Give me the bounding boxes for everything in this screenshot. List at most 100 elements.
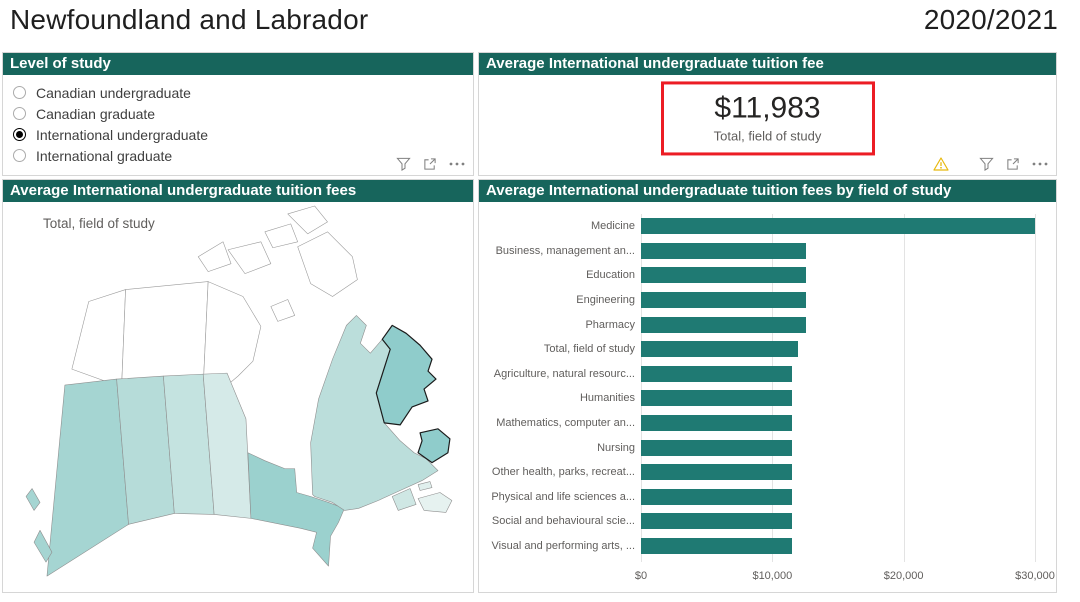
bar-track xyxy=(641,242,1035,259)
chart-row: Total, field of study xyxy=(485,337,1035,362)
bar-track xyxy=(641,513,1035,530)
category-label: Visual and performing arts, ... xyxy=(491,540,635,553)
category-label: Total, field of study xyxy=(543,343,635,356)
bar[interactable] xyxy=(641,464,792,481)
map-region-british-columbia[interactable] xyxy=(46,378,129,577)
map-region-pei[interactable] xyxy=(417,481,433,491)
bar[interactable] xyxy=(641,415,792,432)
focus-mode-icon[interactable] xyxy=(423,157,437,171)
radio-unselected-icon[interactable] xyxy=(13,86,26,99)
category-label: Social and behavioural scie... xyxy=(491,515,635,528)
chart-x-axis: $0 $10,000 $20,000 $30,000 xyxy=(635,570,1055,586)
visual-toolbar xyxy=(933,157,1048,171)
bar[interactable] xyxy=(641,218,1035,235)
page-title: Newfoundland and Labrador xyxy=(10,4,369,35)
bar-track xyxy=(641,464,1035,481)
filter-icon[interactable] xyxy=(979,157,994,171)
bar[interactable] xyxy=(641,365,792,382)
page-header: Newfoundland and Labrador 2020/2021 xyxy=(10,4,1058,36)
map-region-new-brunswick[interactable] xyxy=(391,488,417,511)
x-axis-tick-label: $0 xyxy=(634,570,648,582)
category-label: Physical and life sciences a... xyxy=(491,490,635,503)
kpi-label: Total, field of study xyxy=(713,128,822,144)
bar[interactable] xyxy=(641,242,807,259)
bar-track xyxy=(641,538,1035,555)
chart-row: Mathematics, computer an... xyxy=(485,411,1035,436)
bar-chart: Medicine Business, management an... Educat… xyxy=(479,202,1056,592)
map-island-vancouver[interactable] xyxy=(33,530,53,563)
radio-unselected-icon[interactable] xyxy=(13,107,26,120)
chart-row: Humanities xyxy=(485,386,1035,411)
map-island-devon[interactable] xyxy=(264,223,298,249)
bar-track xyxy=(641,365,1035,382)
bar[interactable] xyxy=(641,316,807,333)
filter-icon[interactable] xyxy=(396,157,411,171)
kpi-value: $11,983 xyxy=(714,91,821,125)
radio-option-label: Canadian undergraduate xyxy=(36,84,191,101)
category-label: Engineering xyxy=(576,294,635,307)
map-island-haida-gwaii[interactable] xyxy=(25,488,41,511)
warning-icon[interactable] xyxy=(933,157,949,171)
radio-selected-icon[interactable] xyxy=(13,128,26,141)
chart-row: Engineering xyxy=(485,288,1035,313)
chart-row: Business, management an... xyxy=(485,239,1035,264)
bar-track xyxy=(641,292,1035,309)
x-axis-tick-label: $10,000 xyxy=(752,570,793,582)
x-axis-tick-label: $20,000 xyxy=(883,570,924,582)
chart-row: Other health, parks, recreat... xyxy=(485,460,1035,485)
kpi-highlight-box: $11,983 Total, field of study xyxy=(660,81,875,156)
tuition-card-title: Average International undergraduate tuit… xyxy=(479,53,1056,75)
radio-option[interactable]: International graduate xyxy=(13,145,463,166)
map-region-newfoundland-island[interactable] xyxy=(417,428,451,464)
level-of-study-options: Canadian undergraduate Canadian graduate I… xyxy=(3,75,473,166)
map-island-victoria[interactable] xyxy=(227,241,272,274)
map-island-baffin[interactable] xyxy=(297,231,358,297)
bar-track xyxy=(641,415,1035,432)
map-island-southampton[interactable] xyxy=(270,299,296,322)
bar-track xyxy=(641,488,1035,505)
bar-track xyxy=(641,439,1035,456)
radio-option-label: International undergraduate xyxy=(36,126,209,143)
map-region-labrador[interactable] xyxy=(375,324,437,426)
bar[interactable] xyxy=(641,292,807,309)
more-options-icon[interactable] xyxy=(449,161,465,167)
radio-unselected-icon[interactable] xyxy=(13,149,26,162)
field-chart-title: Average International undergraduate tuit… xyxy=(479,180,1056,202)
radio-option[interactable]: Canadian graduate xyxy=(13,103,463,124)
chart-row: Education xyxy=(485,263,1035,288)
chart-rows: Medicine Business, management an... Educat… xyxy=(485,214,1035,558)
gridline xyxy=(641,214,642,562)
bar[interactable] xyxy=(641,538,792,555)
map-region-nunavut[interactable] xyxy=(202,281,262,388)
category-label: Pharmacy xyxy=(585,318,635,331)
focus-mode-icon[interactable] xyxy=(1006,157,1020,171)
gridline xyxy=(772,214,774,562)
category-label: Business, management an... xyxy=(495,244,635,257)
bar[interactable] xyxy=(641,488,792,505)
report-year: 2020/2021 xyxy=(923,4,1058,35)
bar[interactable] xyxy=(641,341,799,358)
radio-option[interactable]: International undergraduate xyxy=(13,124,463,145)
bar-track xyxy=(641,218,1035,235)
radio-option[interactable]: Canadian undergraduate xyxy=(13,82,463,103)
bar[interactable] xyxy=(641,513,792,530)
chart-row: Pharmacy xyxy=(485,312,1035,337)
map-panel: Average International undergraduate tuit… xyxy=(2,179,474,593)
map-island-banks[interactable] xyxy=(197,241,232,272)
map-region-nwt[interactable] xyxy=(121,281,209,388)
more-options-icon[interactable] xyxy=(1032,161,1048,167)
map-region-nova-scotia[interactable] xyxy=(417,492,453,513)
bar-track xyxy=(641,267,1035,284)
bar[interactable] xyxy=(641,390,792,407)
map-region-yukon[interactable] xyxy=(71,289,126,388)
canada-choropleth-map[interactable] xyxy=(3,202,473,592)
category-label: Mathematics, computer an... xyxy=(496,417,635,430)
bar[interactable] xyxy=(641,439,792,456)
chart-gridlines xyxy=(641,214,1036,562)
chart-row: Nursing xyxy=(485,435,1035,460)
bar-track xyxy=(641,341,1035,358)
map-island-ellesmere[interactable] xyxy=(287,205,328,235)
bar[interactable] xyxy=(641,267,807,284)
gridline xyxy=(1035,214,1036,562)
chart-row: Agriculture, natural resourc... xyxy=(485,362,1035,387)
